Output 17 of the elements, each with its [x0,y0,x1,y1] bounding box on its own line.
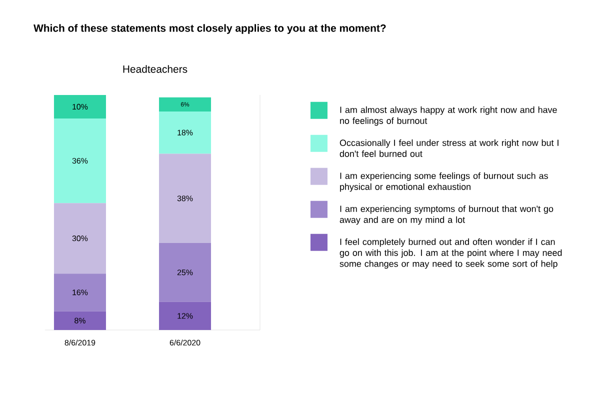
bar [54,203,106,274]
bar [54,118,106,204]
legend-label: I am experiencing some feelings of burnout such as physical or emotional exhaustion [340,172,548,192]
bar [159,243,212,302]
bar [159,302,212,330]
chart-subtitle: Headteachers [123,65,188,73]
chart-title: Which of these statements most closely applies to you at the moment? [34,24,386,34]
bar [159,111,212,154]
bar [54,274,106,312]
bar [54,311,106,330]
legend-label: I am experiencing symptoms of burnout that won't go away and are on my mind a lot [340,205,554,225]
bar [54,94,106,118]
bar [159,97,212,112]
legend-label: I feel completely burned out and often wonder if I can go on with this job. I am at the point where I may need some changes or may need to seek some sort of help [340,238,562,269]
legend-label: I am almost always happy at work right now and have no feelings of burnout [340,106,557,126]
legend-label: Occasionally I feel under stress at work right now but I don't feel burned out [340,139,558,157]
bar [159,154,212,244]
